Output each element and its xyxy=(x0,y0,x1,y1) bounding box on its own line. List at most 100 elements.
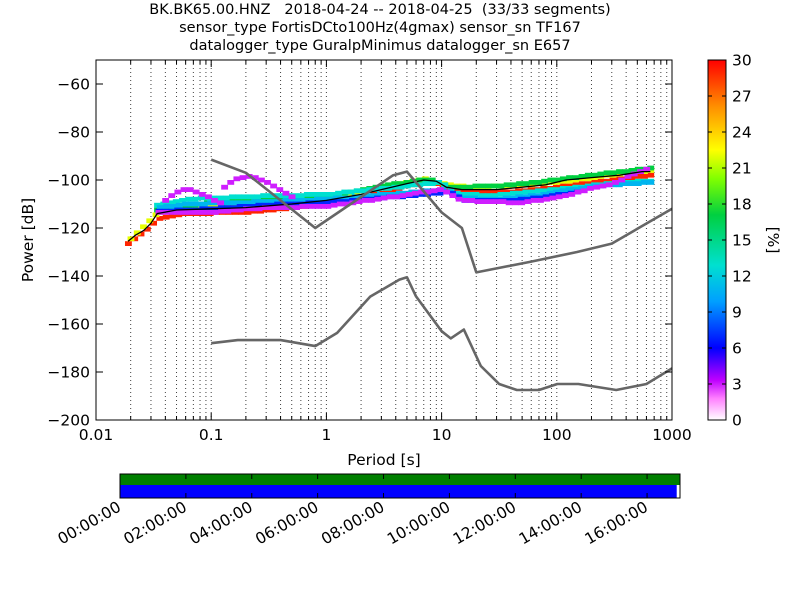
psd-cell xyxy=(235,194,243,200)
psd-cell xyxy=(630,171,638,177)
psd-cell xyxy=(324,204,332,209)
psd-cell xyxy=(322,192,330,197)
psd-cell xyxy=(574,189,582,195)
psd-cell xyxy=(553,177,561,183)
psd-cell xyxy=(168,193,176,198)
psd-cell xyxy=(188,201,196,207)
psd-cell xyxy=(530,198,538,203)
psd-cell xyxy=(241,194,249,200)
psd-cell xyxy=(198,192,206,197)
psd-cell xyxy=(647,165,655,171)
psd-cell xyxy=(549,195,557,201)
psd-cell xyxy=(229,194,236,200)
psd-cell xyxy=(146,218,154,224)
psd-cell xyxy=(156,205,164,210)
psd-cell xyxy=(232,200,240,206)
psd-cell xyxy=(622,181,630,186)
psd-cell xyxy=(578,181,585,186)
psd-cell xyxy=(641,174,648,179)
psd-cell xyxy=(603,170,611,176)
psd-cell xyxy=(295,198,303,203)
psd-cell xyxy=(524,199,532,204)
psd-cell xyxy=(217,200,225,206)
colorbar-tick-label: 12 xyxy=(732,268,752,286)
psd-cell xyxy=(332,195,340,201)
psd-cell xyxy=(647,172,655,178)
psd-cell xyxy=(516,181,524,186)
psd-cell xyxy=(603,172,611,178)
psd-cell xyxy=(374,196,382,202)
psd-cell xyxy=(250,208,258,214)
psd-cell xyxy=(324,200,332,206)
psd-cell xyxy=(288,198,296,203)
psd-cell xyxy=(522,181,530,186)
psd-cell xyxy=(474,199,482,204)
psd-cell xyxy=(411,190,419,196)
psd-cell xyxy=(351,194,359,200)
psd-cell xyxy=(516,190,524,196)
psd-cell xyxy=(197,195,205,201)
psd-cell xyxy=(380,195,388,201)
psd-cell xyxy=(180,210,188,215)
psd-cell xyxy=(251,175,259,180)
psd-cell xyxy=(255,202,263,208)
psd-cell xyxy=(311,200,319,206)
psd-cell xyxy=(163,204,171,209)
psd-cell xyxy=(455,194,463,200)
psd-cell xyxy=(587,186,594,191)
psd-cell xyxy=(478,193,486,198)
psd-cell xyxy=(236,207,244,213)
psd-cell xyxy=(565,178,573,184)
psd-cell xyxy=(622,169,630,174)
psd-cell xyxy=(244,210,252,215)
psd-cell xyxy=(428,177,436,183)
psd-cell xyxy=(493,199,501,204)
psd-cell xyxy=(591,172,598,178)
colorbar-tick-label: 0 xyxy=(732,412,742,430)
y-tick-label: −80 xyxy=(57,124,90,142)
psd-cell xyxy=(624,174,632,179)
psd-cell xyxy=(541,178,549,184)
psd-cell xyxy=(280,205,288,210)
psd-cell xyxy=(143,226,151,232)
x-axis-label: Period [s] xyxy=(347,451,420,469)
psd-cell xyxy=(647,180,655,185)
psd-cell xyxy=(503,192,511,197)
psd-cell xyxy=(489,189,497,195)
psd-cell xyxy=(310,192,318,197)
psd-cell xyxy=(509,182,517,188)
psd-cell xyxy=(565,187,573,192)
psd-cell xyxy=(430,188,438,194)
psd-cell xyxy=(268,205,275,210)
psd-cell xyxy=(395,190,403,196)
psd-cell xyxy=(599,183,607,189)
y-tick-label: −200 xyxy=(47,412,90,430)
psd-cell xyxy=(316,192,324,197)
psd-cell xyxy=(336,201,344,207)
psd-cell xyxy=(191,196,199,202)
psd-cell xyxy=(140,224,147,230)
title-line-2: sensor_type FortisDCto100Hz(4gmax) senso… xyxy=(179,20,581,36)
x-tick-label: 100 xyxy=(542,426,572,444)
colorbar-tick-label: 3 xyxy=(732,376,742,394)
psd-cell xyxy=(311,204,319,209)
y-axis: −200 −180 −160 −140 −120 −100 −80 −60 xyxy=(47,76,672,430)
psd-cell xyxy=(276,187,284,192)
psd-cell xyxy=(288,194,296,200)
psd-cell xyxy=(643,166,651,172)
psd-cell xyxy=(615,182,623,188)
psd-cell xyxy=(200,201,208,207)
psd-cell xyxy=(218,208,225,214)
psd-cell xyxy=(596,178,604,184)
psd-cell xyxy=(172,199,180,204)
psd-cell xyxy=(318,204,325,209)
psd-cell xyxy=(534,180,542,185)
psd-cell xyxy=(282,198,290,203)
psd-cell xyxy=(270,199,277,204)
psd-cell xyxy=(264,180,271,185)
noise-model-curve xyxy=(210,158,672,274)
psd-cell xyxy=(584,172,592,178)
psd-cell xyxy=(634,174,642,179)
psd-cell xyxy=(566,175,574,180)
psd-cell xyxy=(480,199,488,204)
